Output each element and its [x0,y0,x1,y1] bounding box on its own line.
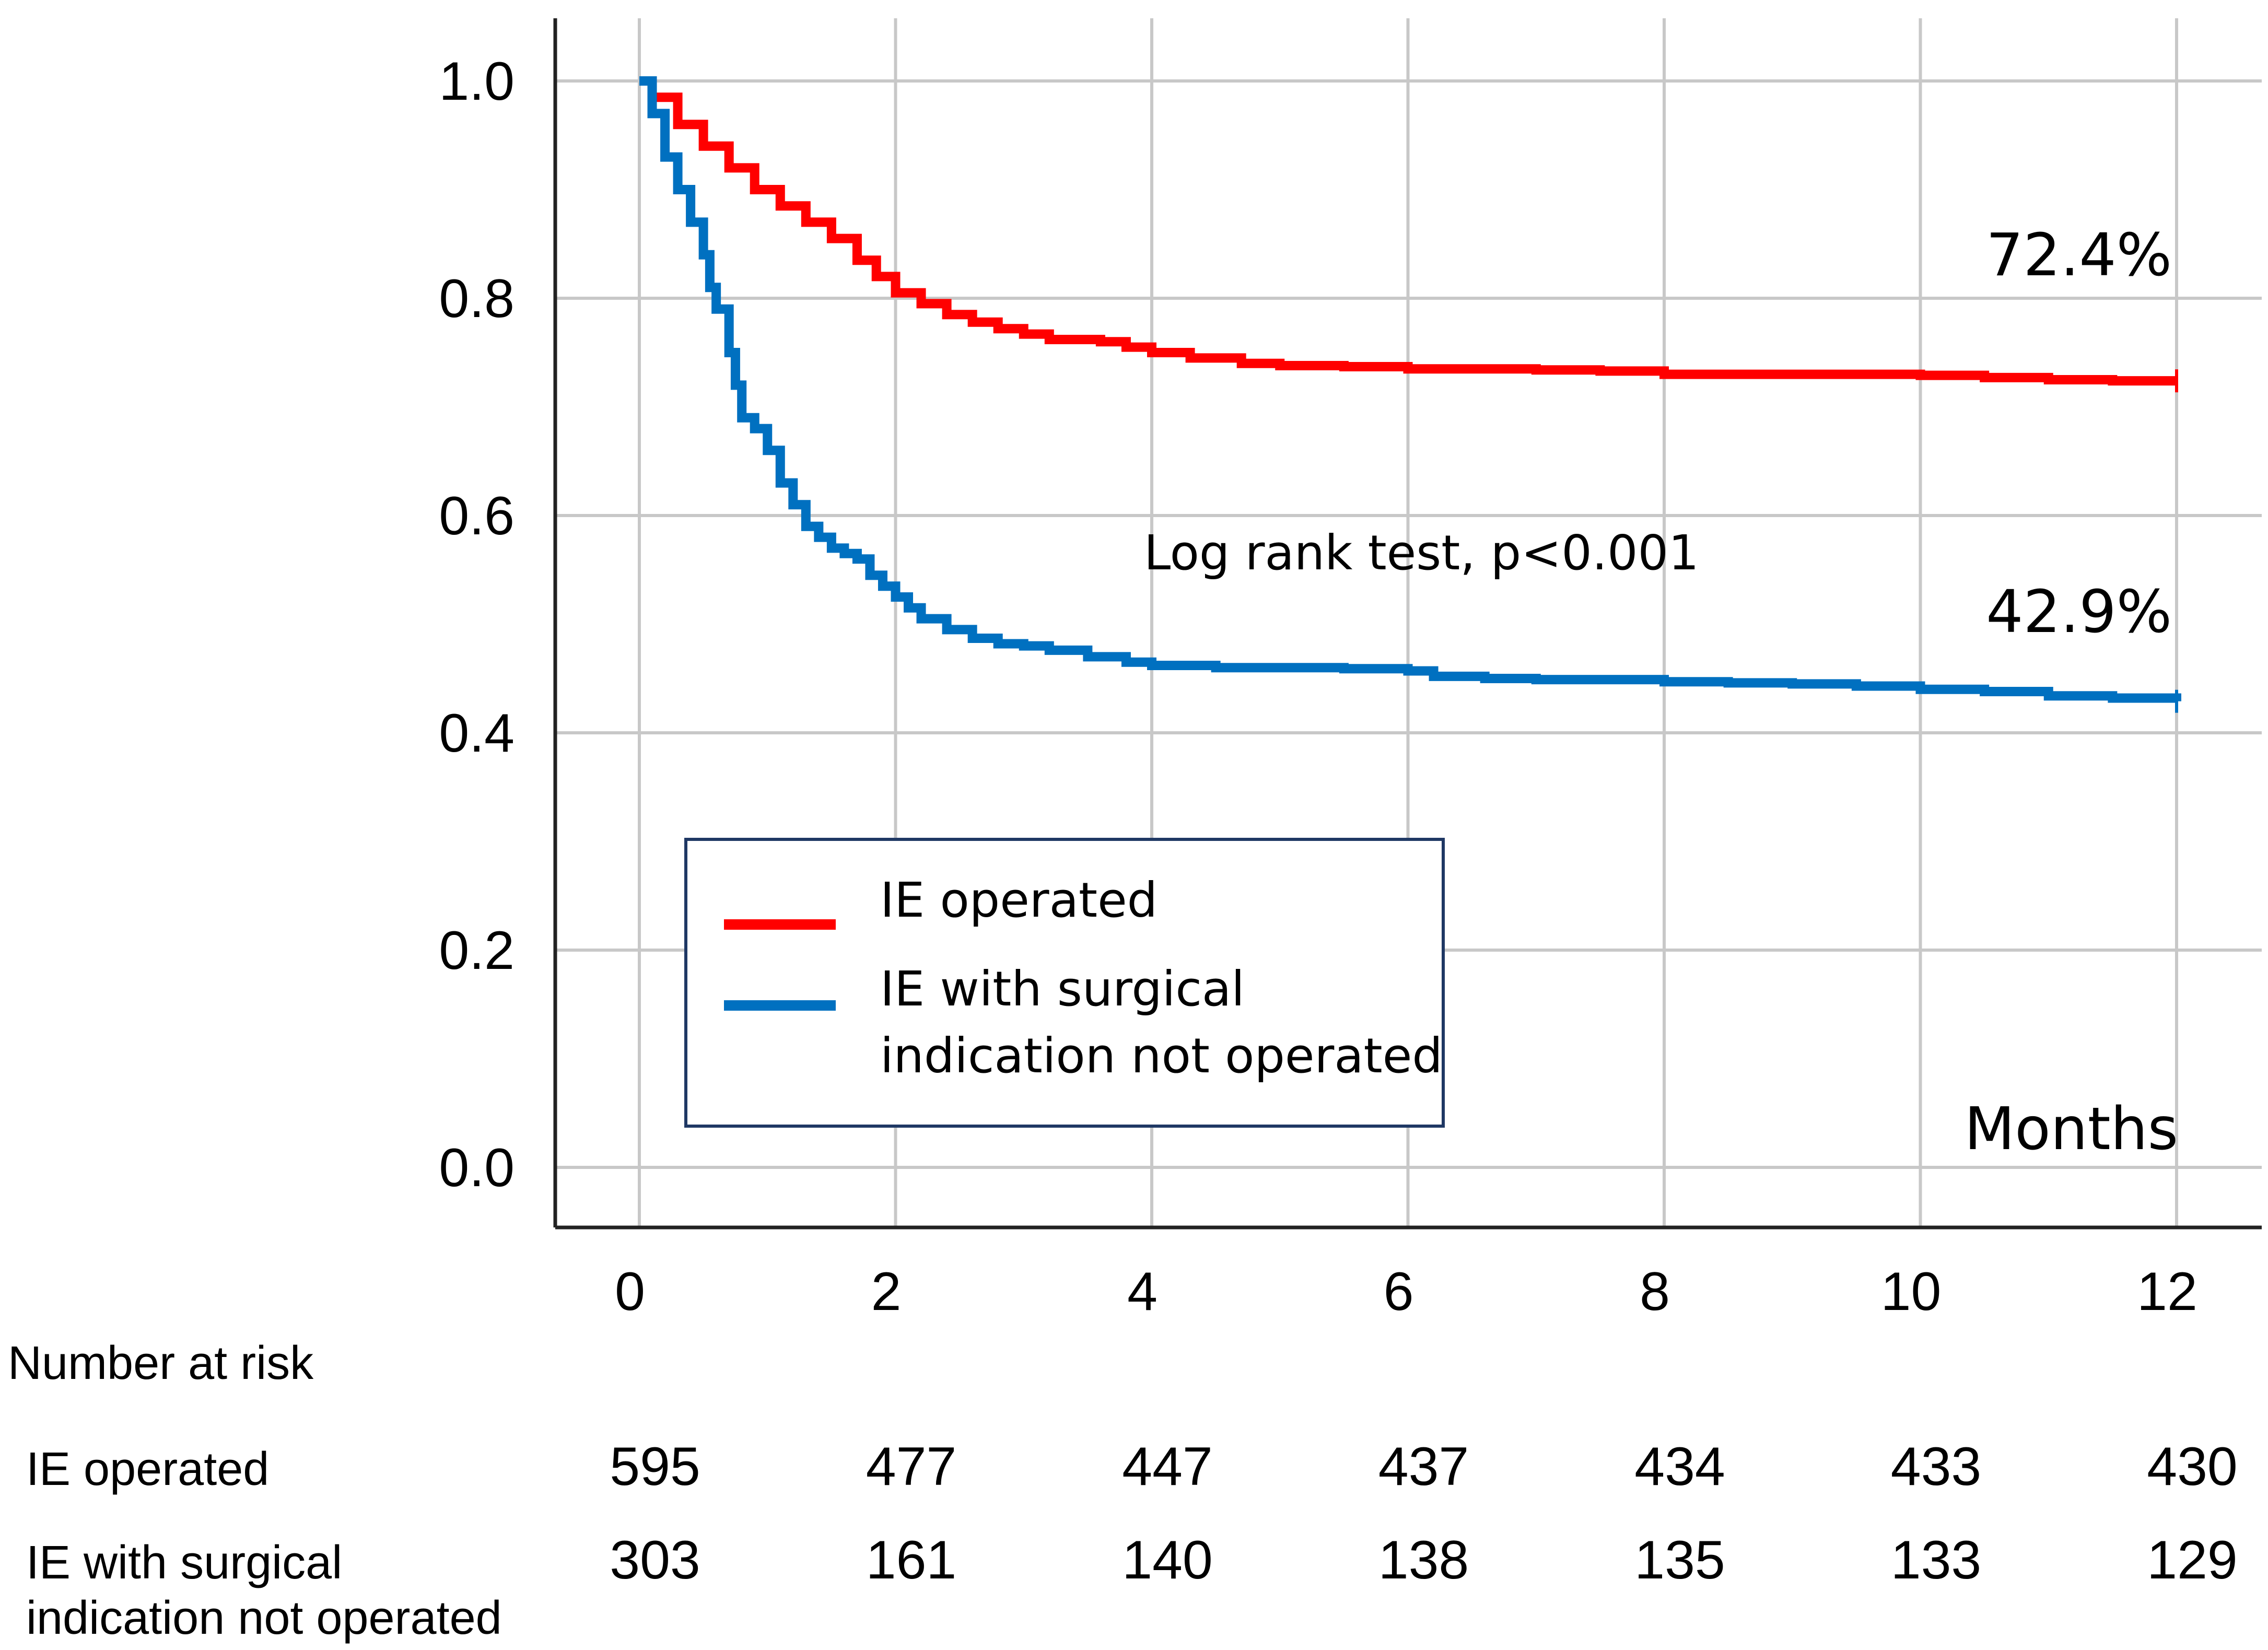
x-tick-labels: 0 2 4 6 8 10 12 [615,1261,2197,1322]
x-tick-label: 0 [615,1261,645,1322]
end-label-not-operated: 42.9% [1986,578,2172,646]
risk-value-not-operated: 129 [2147,1530,2238,1590]
y-tick-labels: 0.0 0.2 0.4 0.6 0.8 1.0 [439,51,515,1198]
risk-value-operated: 437 [1378,1436,1469,1497]
risk-value-not-operated: 161 [866,1530,957,1590]
end-label-operated: 72.4% [1986,221,2172,289]
legend-label-not-operated-line1: IE with surgical [880,961,1245,1017]
risk-row-label-not-operated-line2: indication not operated [26,1592,502,1644]
y-tick-label: 0.4 [439,703,515,764]
series-line-not-operated [639,76,2181,703]
annotation-log-rank: Log rank test, p<0.001 [1144,525,1699,581]
x-tick-label: 4 [1127,1261,1158,1322]
x-tick-label: 12 [2137,1261,2197,1322]
risk-value-not-operated: 138 [1378,1530,1469,1590]
legend-box [684,838,1445,1128]
legend-label-operated: IE operated [880,872,1158,928]
y-tick-label: 0.2 [439,920,515,981]
series-line-operated [639,76,2177,386]
x-tick-label: 6 [1384,1261,1414,1322]
risk-row-label-not-operated-line1: IE with surgical [26,1537,342,1589]
risk-value-operated: 430 [2147,1436,2238,1497]
legend: IE operated IE with surgical indication … [684,838,1445,1128]
axes [553,18,2262,1230]
risk-value-not-operated: 140 [1122,1530,1213,1590]
x-axis-label: Months [1965,1095,2178,1163]
risk-value-operated: 447 [1122,1436,1213,1497]
y-tick-label: 0.0 [439,1138,515,1198]
y-tick-label: 0.6 [439,486,515,546]
risk-value-operated: 433 [1891,1436,1982,1497]
risk-value-operated: 595 [610,1436,700,1497]
x-tick-label: 2 [871,1261,902,1322]
risk-value-not-operated: 135 [1634,1530,1725,1590]
risk-values: 595 477 447 437 434 433 430 303 161 140 138 135 133 1… [610,1436,2238,1590]
y-tick-label: 0.8 [439,268,515,329]
risk-value-not-operated: 133 [1891,1530,1982,1590]
risk-table-title: Number at risk [8,1337,314,1389]
risk-value-operated: 477 [866,1436,957,1497]
x-tick-label: 10 [1881,1261,1942,1322]
y-tick-label: 1.0 [439,51,515,112]
series-lines [639,76,2181,713]
risk-table: Number at risk IE operated IE with surgi… [8,1337,2238,1644]
risk-value-operated: 434 [1634,1436,1725,1497]
x-tick-label: 8 [1640,1261,1670,1322]
risk-value-not-operated: 303 [610,1530,700,1590]
risk-row-label-operated: IE operated [26,1443,269,1495]
legend-label-not-operated-line2: indication not operated [880,1028,1443,1084]
